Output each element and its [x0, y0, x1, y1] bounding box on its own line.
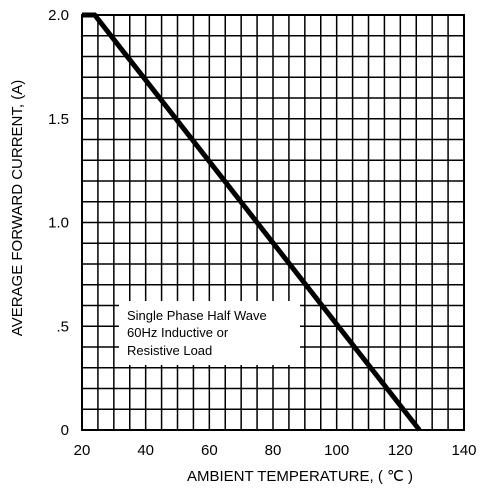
grid — [81, 14, 465, 431]
y-tick-label: 0 — [61, 422, 69, 439]
plot-frame — [81, 14, 465, 431]
y-axis-label: AVERAGE FORWARD CURRENT, (A) — [9, 80, 26, 336]
y-tick-label: 1.5 — [48, 111, 69, 128]
x-tick-label: 20 — [74, 442, 91, 459]
tick-labels: 20 40 60 80 100 120 140 0 .5 1.0 1.5 2.0 — [48, 7, 476, 459]
x-tick-label: 100 — [324, 442, 349, 459]
x-axis-label: AMBIENT TEMPERATURE, ( ℃ ) — [187, 468, 413, 485]
annotation-line-1: Single Phase Half Wave — [127, 308, 267, 323]
annotation-box: Single Phase Half Wave 60Hz Inductive or… — [119, 301, 300, 365]
annotation-line-3: Resistive Load — [127, 343, 212, 358]
x-tick-label: 60 — [201, 442, 218, 459]
annotation-background — [119, 301, 300, 365]
x-tick-label: 140 — [451, 442, 476, 459]
y-tick-label: 1.0 — [48, 215, 69, 232]
y-tick-label: 2.0 — [48, 7, 69, 24]
y-tick-label: .5 — [56, 318, 69, 335]
x-tick-label: 40 — [137, 442, 154, 459]
x-tick-label: 80 — [265, 442, 282, 459]
x-tick-label: 120 — [388, 442, 413, 459]
annotation-line-2: 60Hz Inductive or — [127, 325, 229, 340]
